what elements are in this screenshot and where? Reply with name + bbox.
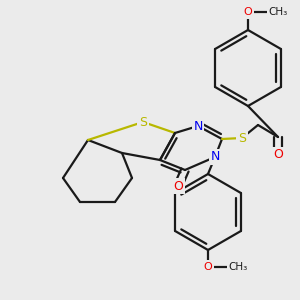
Text: O: O — [273, 148, 283, 161]
Text: S: S — [139, 116, 147, 128]
Text: O: O — [244, 7, 252, 17]
Text: S: S — [238, 131, 246, 145]
Text: O: O — [204, 262, 212, 272]
Text: O: O — [173, 179, 183, 193]
Text: CH₃: CH₃ — [268, 7, 288, 17]
Text: N: N — [193, 119, 203, 133]
Text: N: N — [210, 151, 220, 164]
Text: CH₃: CH₃ — [228, 262, 248, 272]
